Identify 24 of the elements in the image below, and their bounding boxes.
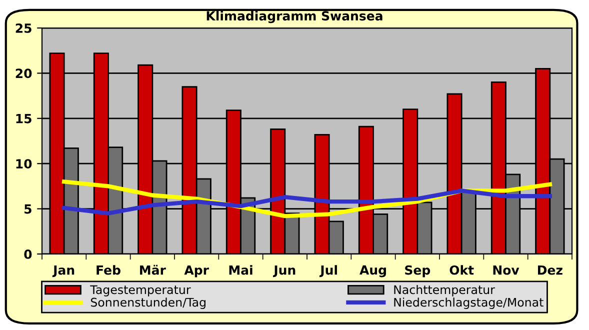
x-tick-label: Feb	[96, 265, 120, 275]
x-tick-label: Aug	[360, 265, 386, 278]
y-tick-label: 25	[16, 23, 32, 33]
y-tick-label: 20	[16, 68, 32, 78]
x-tick-label: Jan	[52, 265, 74, 278]
y-tick-label: 5	[24, 204, 32, 214]
x-tick-label: Jul	[319, 265, 337, 278]
x-tick-label: Okt	[450, 265, 474, 275]
legend-label: Sonnenstunden/Tag	[90, 298, 206, 310]
x-tick-label: Mär	[140, 264, 166, 275]
x-tick-label: Sep	[405, 265, 430, 278]
x-tick-label: Apr	[184, 265, 209, 278]
x-tick-label: Nov	[493, 265, 520, 275]
x-tick-label: Jun	[272, 265, 296, 278]
y-tick-label: 0	[24, 249, 32, 259]
y-tick-label: 10	[16, 159, 32, 169]
y-tick-label: 15	[16, 114, 32, 124]
x-tick-label: Dez	[538, 265, 562, 275]
chart-title: Klimadiagramm Swansea	[206, 10, 382, 24]
legend-label: Tagestemperatur	[90, 285, 191, 296]
x-tick-label: Mai	[229, 265, 252, 275]
line-series	[62, 188, 552, 216]
legend-label: Nachttemperatur	[394, 284, 495, 296]
legend-label: Niederschlagstage/Monat	[394, 298, 544, 310]
